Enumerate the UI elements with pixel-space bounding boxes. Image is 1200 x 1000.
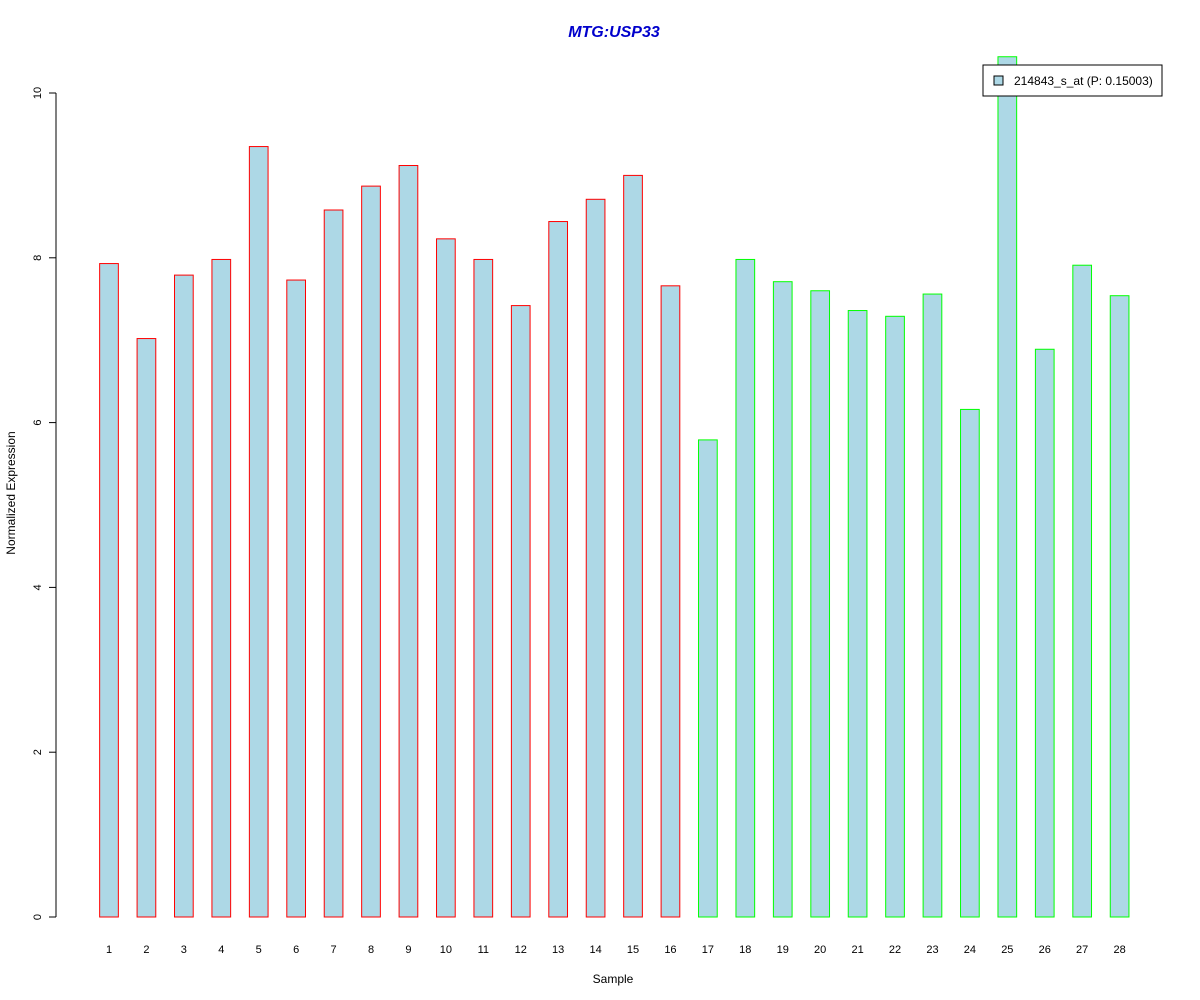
y-tick-label: 2 [32, 749, 44, 755]
bar-sample-12 [510, 305, 531, 918]
y-axis: 0 2 4 6 8 10 [32, 87, 57, 920]
chart-title: MTG:USP33 [568, 24, 660, 41]
bar-sample-27 [1072, 264, 1093, 918]
x-tick-label: 6 [293, 944, 299, 956]
y-tick-label: 8 [32, 255, 44, 261]
bar-sample-16 [660, 285, 681, 918]
x-tick-label: 25 [1001, 944, 1013, 956]
bars-group [99, 56, 1130, 918]
x-tick-label: 16 [664, 944, 676, 956]
x-tick-label: 9 [405, 944, 411, 956]
y-tick-label: 10 [32, 87, 44, 99]
x-tick-label: 3 [181, 944, 187, 956]
x-tick-label: 18 [739, 944, 751, 956]
y-tick-label: 0 [32, 914, 44, 920]
bar-sample-19 [772, 281, 793, 918]
bar-sample-6 [286, 279, 306, 918]
x-tick-label: 19 [777, 944, 789, 956]
x-tick-label: 24 [964, 944, 976, 956]
bar-sample-22 [885, 315, 905, 918]
bar-sample-26 [1034, 348, 1055, 918]
x-tick-label: 11 [478, 944, 489, 956]
bar-sample-20 [810, 290, 831, 918]
x-axis-labels: 1 2 3 4 5 6 7 8 9 10 11 12 13 14 15 16 17 18 19 20 21 22 23 24 2… [106, 944, 1126, 956]
x-tick-label: 7 [331, 944, 337, 956]
x-tick-label: 1 [106, 944, 112, 956]
x-tick-label: 27 [1076, 944, 1088, 956]
bar-sample-23 [922, 293, 943, 918]
bar-sample-11 [473, 258, 494, 918]
bar-sample-3 [174, 274, 194, 918]
bar-sample-17 [698, 439, 718, 918]
bar-sample-24 [960, 408, 980, 918]
bar-sample-10 [436, 238, 456, 918]
x-tick-label: 13 [552, 944, 564, 956]
x-tick-label: 12 [515, 944, 527, 956]
legend-box [982, 64, 1163, 97]
y-tick-label: 6 [32, 420, 44, 426]
x-tick-label: 10 [440, 944, 452, 956]
bar-sample-2 [136, 338, 157, 918]
bar-sample-18 [735, 258, 756, 918]
bar-sample-8 [361, 185, 381, 918]
x-tick-label: 21 [851, 944, 863, 956]
x-tick-label: 23 [926, 944, 938, 956]
legend: 214843_s_at (P: 0.15003) [982, 64, 1163, 97]
x-tick-label: 20 [814, 944, 826, 956]
bar-sample-28 [1109, 295, 1130, 918]
bar-sample-14 [585, 198, 606, 918]
x-axis-title: Sample [593, 972, 634, 986]
y-axis-title: Normalized Expression [4, 431, 18, 554]
x-tick-label: 2 [143, 944, 149, 956]
bar-sample-4 [211, 258, 232, 918]
x-tick-label: 4 [218, 944, 224, 956]
x-tick-label: 17 [702, 944, 714, 956]
bar-sample-7 [323, 209, 344, 918]
legend-label: 214843_s_at (P: 0.15003) [1014, 74, 1153, 88]
x-tick-label: 15 [627, 944, 639, 956]
bar-sample-1 [99, 263, 119, 918]
legend-swatch [993, 75, 1004, 86]
x-tick-label: 26 [1039, 944, 1051, 956]
x-tick-label: 28 [1113, 944, 1125, 956]
x-tick-label: 14 [589, 944, 601, 956]
bar-sample-21 [847, 310, 868, 918]
bar-sample-5 [248, 146, 269, 918]
x-tick-label: 8 [368, 944, 374, 956]
y-tick-label: 4 [32, 584, 44, 590]
bar-sample-15 [623, 174, 643, 918]
x-tick-label: 5 [256, 944, 262, 956]
bar-sample-9 [398, 165, 419, 918]
x-tick-label: 22 [889, 944, 901, 956]
bar-sample-13 [548, 221, 569, 918]
bar-sample-25 [997, 56, 1018, 918]
